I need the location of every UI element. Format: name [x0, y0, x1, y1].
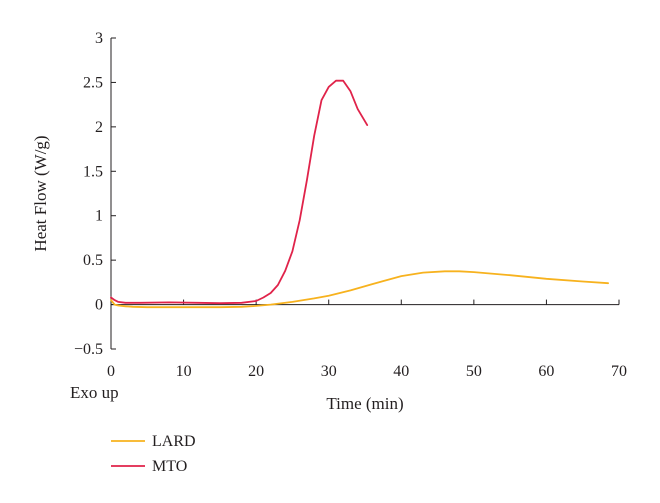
legend-label: LARD — [152, 433, 196, 450]
legend-label: MTO — [152, 458, 187, 475]
x-tick-label: 20 — [248, 363, 264, 380]
y-tick-label: 0.5 — [83, 252, 103, 269]
x-tick-label: 50 — [466, 363, 482, 380]
x-tick-label: 70 — [611, 363, 627, 380]
x-tick-label: 60 — [538, 363, 554, 380]
y-tick-label: −0.5 — [74, 341, 103, 358]
series-group — [110, 79, 609, 309]
x-axis-label: Time (min) — [326, 394, 403, 413]
y-tick-label: 3 — [95, 30, 103, 47]
y-tick-label: 1.5 — [83, 163, 103, 180]
x-tick-label: 0 — [107, 363, 115, 380]
x-tick-label: 10 — [176, 363, 192, 380]
y-axis-label: Heat Flow (W/g) — [31, 135, 50, 251]
axes: −0.500.511.522.530 10 20 30 40 50 60 70 — [74, 30, 627, 380]
x-tick-label: 40 — [393, 363, 409, 380]
exo-up-label: Exo up — [70, 383, 119, 402]
series-line-mto — [110, 79, 369, 305]
y-tick-label: 2.5 — [83, 74, 103, 91]
legend: LARD MTO — [111, 433, 196, 475]
y-tick-label: 0 — [95, 297, 103, 314]
y-tick-label: 2 — [95, 119, 103, 136]
y-tick-label: 1 — [95, 208, 103, 225]
x-tick-label: 30 — [321, 363, 337, 380]
series-line-lard — [110, 270, 609, 309]
